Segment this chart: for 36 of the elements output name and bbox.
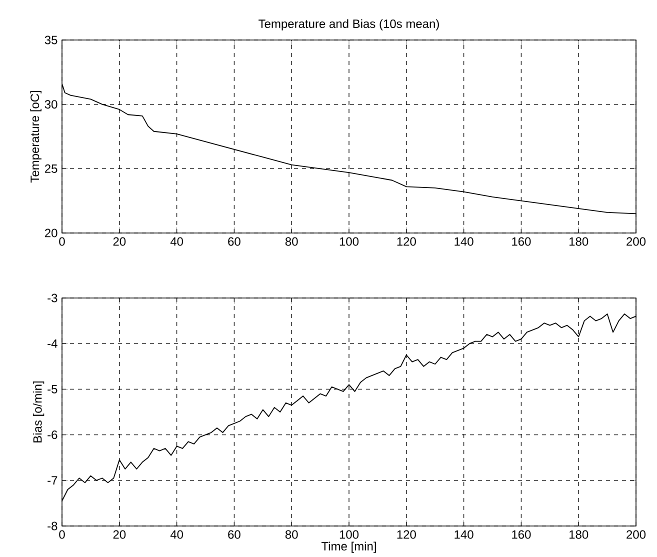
- y-axis-title: Bias [o/min]: [32, 382, 44, 442]
- y-tick-label: -7: [48, 476, 58, 485]
- x-tick-label: 60: [228, 237, 240, 246]
- x-tick-label: 60: [228, 530, 240, 539]
- y-tick-label: -8: [48, 522, 58, 530]
- y-tick-label: -5: [48, 385, 58, 394]
- x-tick-label: 20: [113, 237, 126, 246]
- x-tick-label: 180: [570, 530, 588, 539]
- x-tick-label: 40: [170, 530, 184, 539]
- x-tick-label: 200: [626, 530, 646, 539]
- x-tick-label: 80: [285, 237, 298, 246]
- y-tick-label: -4: [48, 340, 58, 348]
- x-tick-label: 160: [512, 530, 531, 539]
- chart-title: Temperature and Bias (10s mean): [258, 19, 439, 30]
- x-tick-label: 140: [454, 237, 474, 246]
- x-tick-label: 0: [59, 237, 65, 246]
- y-tick-label: -6: [48, 430, 58, 440]
- x-tick-label: 0: [59, 530, 65, 539]
- x-tick-label: 100: [340, 237, 359, 246]
- x-tick-label: 200: [626, 237, 646, 246]
- x-tick-label: 180: [570, 237, 588, 246]
- y-tick-label: 25: [44, 164, 58, 173]
- x-tick-label: 40: [170, 237, 184, 246]
- x-tick-label: 80: [285, 530, 298, 539]
- x-tick-label: 160: [512, 237, 531, 246]
- x-tick-label: 100: [340, 530, 359, 539]
- y-tick-label: -3: [48, 294, 58, 302]
- x-tick-label: 120: [397, 237, 416, 246]
- y-tick-label: 30: [44, 100, 58, 109]
- x-tick-label: 20: [113, 530, 126, 539]
- y-tick-label: 35: [44, 36, 58, 44]
- x-tick-label: 120: [397, 530, 416, 539]
- x-axis-title: Time [min]: [321, 542, 376, 553]
- x-tick-label: 140: [454, 530, 474, 539]
- y-tick-label: 20: [44, 228, 58, 238]
- y-axis-title: Temperature [oC]: [30, 91, 42, 183]
